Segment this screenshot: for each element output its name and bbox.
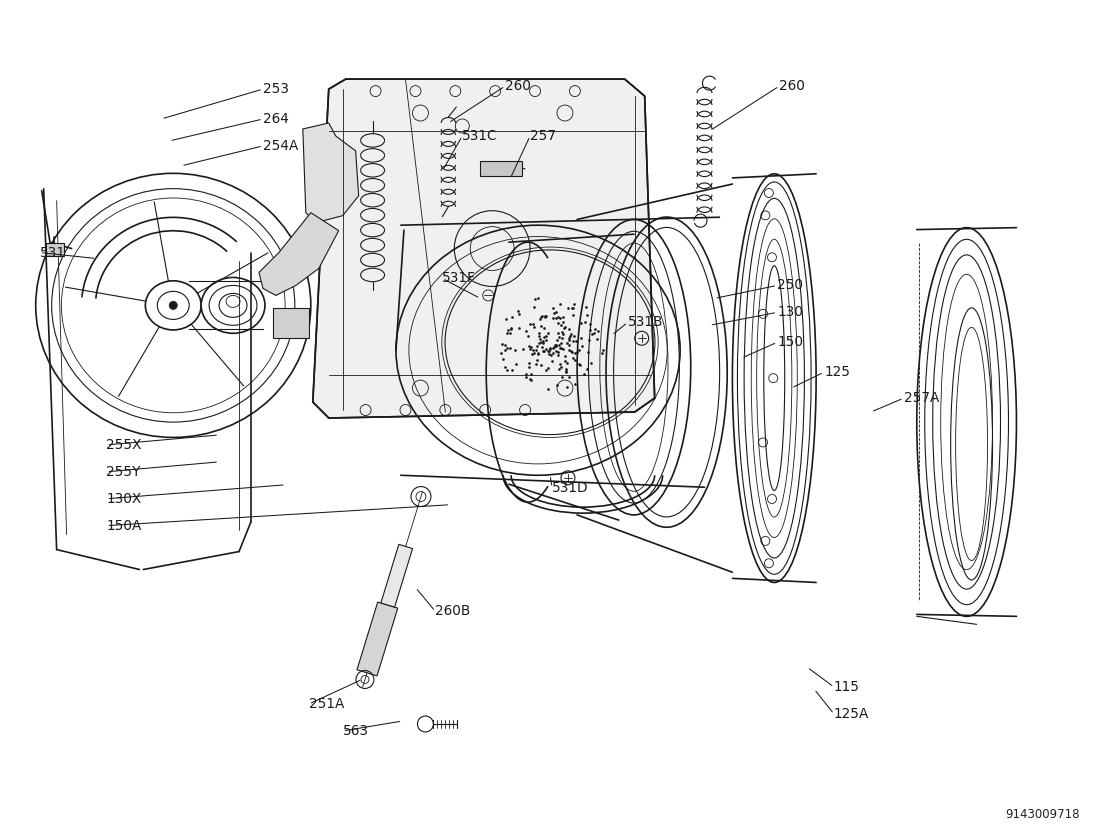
Polygon shape	[302, 123, 359, 223]
Text: 130: 130	[778, 306, 803, 319]
Text: 150A: 150A	[107, 518, 142, 533]
Circle shape	[169, 302, 177, 309]
Polygon shape	[258, 213, 339, 296]
Text: 260: 260	[779, 79, 805, 93]
Text: 264: 264	[263, 112, 289, 126]
Text: 115: 115	[834, 680, 860, 694]
Text: 257: 257	[530, 129, 557, 143]
Polygon shape	[312, 79, 654, 418]
Text: 125A: 125A	[834, 707, 869, 721]
Text: 250: 250	[778, 278, 803, 292]
Text: 531C: 531C	[462, 129, 498, 143]
Text: 130X: 130X	[107, 491, 142, 506]
Text: 253: 253	[263, 82, 289, 96]
Text: 531: 531	[40, 245, 66, 260]
Text: 257A: 257A	[904, 391, 939, 405]
Polygon shape	[481, 160, 522, 176]
Polygon shape	[381, 544, 412, 607]
Text: 260: 260	[505, 79, 531, 93]
Polygon shape	[273, 308, 309, 339]
Text: 260B: 260B	[436, 604, 471, 618]
Text: 255X: 255X	[107, 438, 142, 452]
Text: 254A: 254A	[263, 139, 298, 153]
Text: 531D: 531D	[552, 480, 589, 495]
Polygon shape	[358, 602, 398, 676]
Text: 531B: 531B	[628, 315, 663, 329]
Text: 531F: 531F	[442, 271, 476, 286]
Text: 150: 150	[778, 335, 803, 349]
Polygon shape	[46, 243, 64, 255]
Text: 9143009718: 9143009718	[1005, 808, 1080, 821]
Text: 255Y: 255Y	[107, 465, 141, 479]
Text: 125: 125	[824, 365, 850, 379]
Text: 563: 563	[343, 724, 368, 738]
Text: 251A: 251A	[309, 697, 344, 711]
